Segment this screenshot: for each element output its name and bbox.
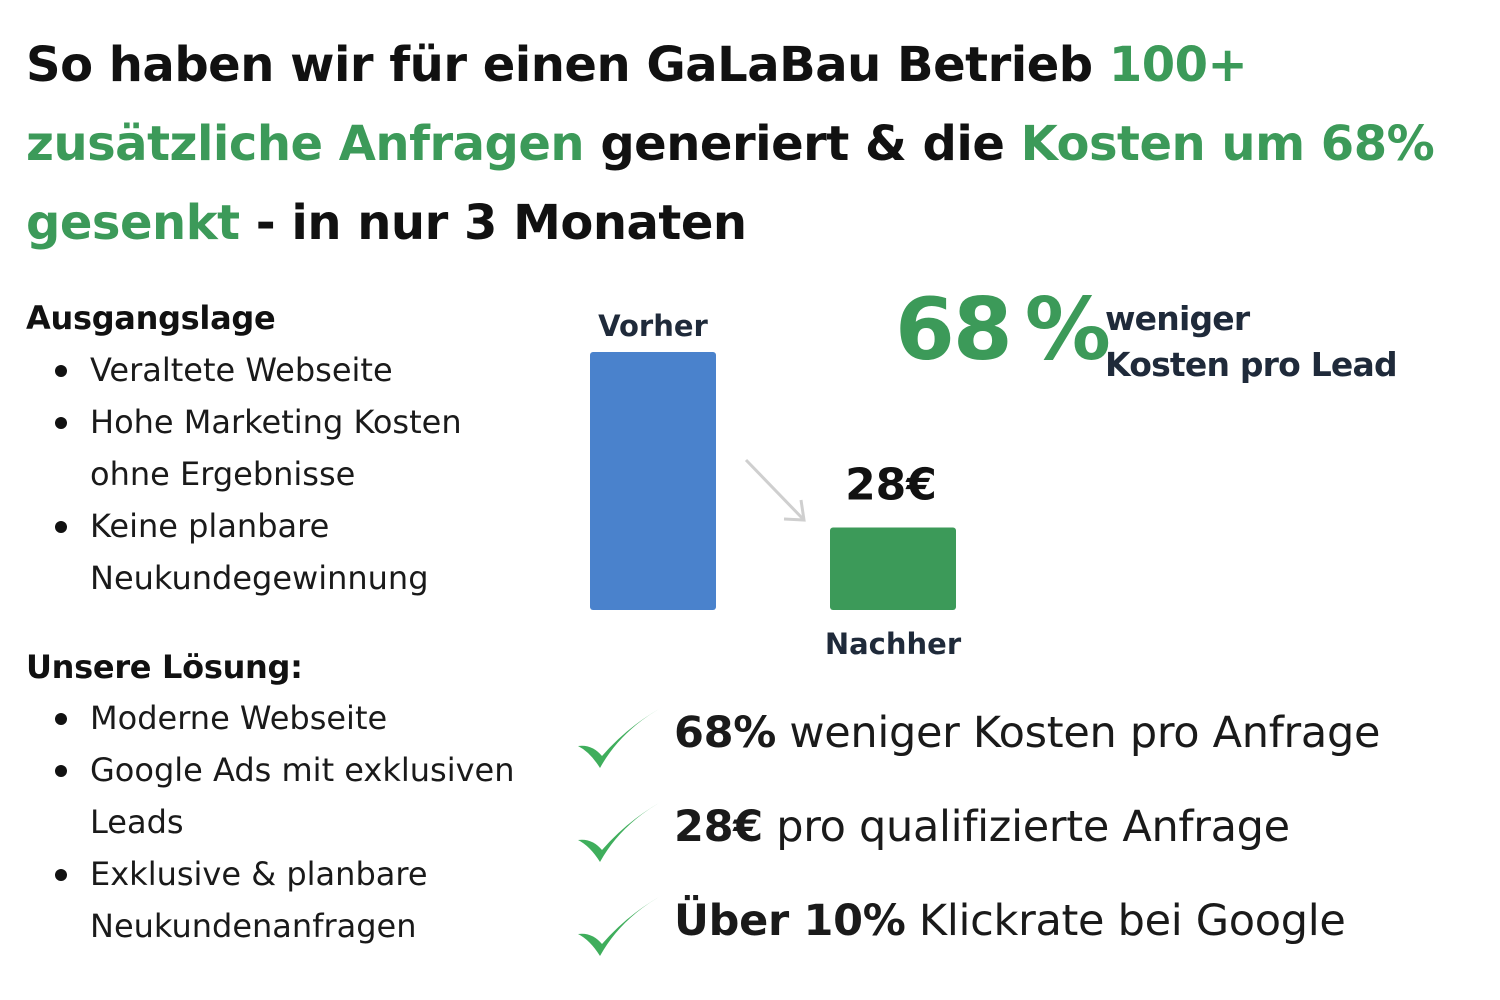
percentage-caption-line2: Kosten pro Lead <box>1105 345 1398 384</box>
list-item: Google Ads mit exklusiven Leads <box>48 744 548 848</box>
headline-text: - in nur 3 Monaten <box>239 195 747 251</box>
trend-arrow-icon <box>744 458 806 522</box>
headline: So haben wir für einen GaLaBau Betrieb 1… <box>26 26 1476 263</box>
result-bold: 68% <box>674 708 777 758</box>
result-item: 68% weniger Kosten pro Anfrage <box>572 700 1492 794</box>
headline-highlight: Kosten um 68% gesenkt <box>26 116 1435 251</box>
check-icon <box>578 798 668 862</box>
result-text: 68% weniger Kosten pro Anfrage <box>674 706 1380 760</box>
check-icon <box>578 704 668 768</box>
result-item: 28€ pro qualifizierte Anfrage <box>572 794 1492 888</box>
result-bold: Über 10% <box>674 896 906 946</box>
result-text: 28€ pro qualifizierte Anfrage <box>674 800 1290 854</box>
arrow-head-icon <box>783 499 806 522</box>
check-icon <box>578 892 668 956</box>
list-item: Exklusive & planbare Neukundenanfragen <box>48 848 548 952</box>
headline-highlight: 100+ zusätzliche Anfragen <box>26 37 1248 172</box>
list-item: Moderne Webseite <box>48 692 548 744</box>
headline-text: generiert & die <box>584 116 1021 172</box>
result-rest: Klickrate bei Google <box>905 896 1346 946</box>
list-item: Hohe Marketing Kosten ohne Ergebnisse <box>48 396 548 500</box>
results-list: 68% weniger Kosten pro Anfrage 28€ pro qu… <box>572 700 1492 982</box>
result-text: Über 10% Klickrate bei Google <box>674 894 1346 948</box>
bar-nachher <box>830 527 956 610</box>
result-rest: weniger Kosten pro Anfrage <box>776 708 1381 758</box>
category-label: Nachher <box>825 627 962 661</box>
cost-bar-chart: Vorher Nachher 28€ <box>590 309 962 661</box>
ausgangslage-list: Veraltete Webseite Hohe Marketing Kosten … <box>48 344 548 604</box>
big-percentage: 68% <box>895 280 1111 380</box>
bar-vorher <box>590 352 716 610</box>
loesung-list: Moderne Webseite Google Ads mit exklusive… <box>48 692 548 952</box>
percentage-caption-line1: weniger <box>1105 299 1250 338</box>
big-percentage-unit: % <box>1024 280 1111 380</box>
list-item: Keine planbare Neukundegewinnung <box>48 500 548 604</box>
result-rest: pro qualifizierte Anfrage <box>762 802 1290 852</box>
data-label: 28€ <box>845 459 937 510</box>
loesung-title: Unsere Lösung: <box>26 648 303 686</box>
big-percentage-value: 68 <box>895 280 1013 380</box>
result-bold: 28€ <box>674 802 763 852</box>
headline-text: So haben wir für einen GaLaBau Betrieb <box>26 37 1109 93</box>
percentage-caption: weniger Kosten pro Lead <box>1105 296 1398 388</box>
category-label: Vorher <box>598 309 708 343</box>
list-item: Veraltete Webseite <box>48 344 548 396</box>
ausgangslage-title: Ausgangslage <box>26 299 276 337</box>
result-item: Über 10% Klickrate bei Google <box>572 888 1492 982</box>
